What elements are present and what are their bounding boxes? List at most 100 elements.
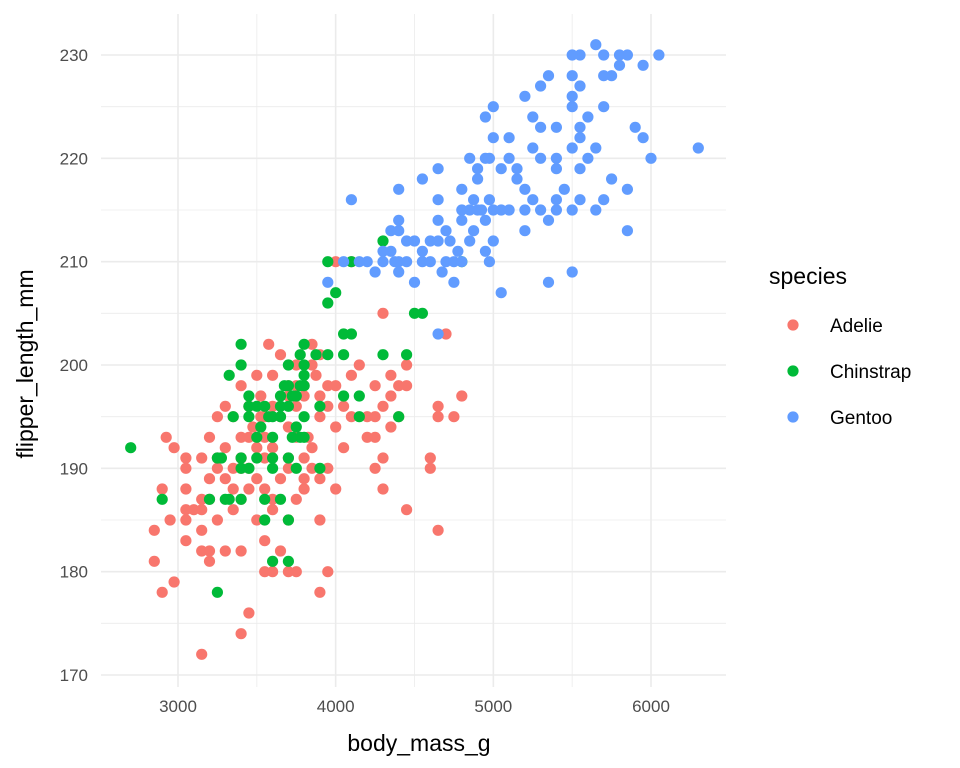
data-point [196, 648, 208, 660]
minor-gridlines [101, 14, 726, 687]
data-point [574, 80, 586, 92]
data-point [574, 194, 586, 206]
data-point [377, 256, 389, 268]
data-point [278, 380, 290, 392]
data-point [464, 235, 476, 247]
data-point [267, 504, 279, 516]
data-point [479, 111, 491, 123]
data-point [274, 493, 287, 505]
data-point [235, 338, 247, 350]
data-point [322, 400, 334, 412]
data-point [456, 214, 468, 226]
data-point [259, 400, 271, 412]
data-point [468, 194, 480, 206]
data-point [408, 276, 421, 288]
data-point [298, 452, 310, 464]
data-point [353, 411, 365, 423]
data-point [294, 349, 306, 361]
data-point [223, 493, 235, 505]
data-point [448, 411, 460, 423]
data-point [243, 462, 255, 474]
data-point [196, 504, 208, 516]
data-point [487, 101, 499, 113]
data-point [180, 462, 192, 474]
data-point [188, 504, 200, 516]
data-point [487, 132, 499, 144]
data-point [511, 163, 523, 175]
data-point [290, 462, 302, 474]
data-point [274, 400, 287, 412]
data-point [290, 359, 302, 371]
data-point [377, 235, 389, 247]
data-point [274, 411, 287, 423]
data-point [219, 400, 231, 412]
data-point [527, 142, 539, 154]
data-point [251, 452, 263, 464]
data-point [574, 132, 586, 144]
data-point [298, 483, 310, 495]
data-point [456, 204, 468, 216]
data-point [456, 183, 468, 195]
data-point [487, 204, 499, 216]
data-point [298, 390, 310, 402]
data-point [180, 514, 192, 526]
data-point [483, 152, 495, 164]
data-point [377, 483, 389, 495]
data-point [338, 442, 350, 454]
legend-item-adelie: Adelie [787, 316, 883, 337]
data-point [286, 431, 298, 443]
data-point [306, 442, 318, 454]
data-point [290, 493, 302, 505]
data-point [535, 121, 547, 133]
data-point [267, 566, 279, 578]
data-point [432, 328, 444, 340]
data-point [211, 462, 223, 474]
data-point [247, 421, 259, 433]
data-point [503, 204, 515, 216]
data-point [483, 194, 495, 206]
data-point [519, 90, 531, 102]
y-tick-label: 170 [60, 666, 88, 685]
data-point [310, 349, 322, 361]
data-point [330, 421, 342, 433]
data-point [527, 111, 539, 123]
y-tick-label: 200 [60, 356, 88, 375]
data-point [590, 39, 602, 51]
data-point [416, 307, 428, 319]
data-point [219, 545, 231, 557]
data-point [550, 152, 563, 164]
data-point [606, 70, 618, 82]
data-point [255, 411, 267, 423]
data-point [298, 411, 310, 423]
data-point [267, 442, 279, 454]
data-point [385, 245, 397, 257]
data-point [274, 390, 287, 402]
data-point [401, 235, 413, 247]
data-point [203, 555, 216, 567]
data-points [125, 39, 704, 660]
data-point [160, 431, 172, 443]
data-point [566, 70, 578, 82]
data-point [432, 194, 444, 206]
data-point [637, 132, 649, 144]
data-point [294, 380, 306, 392]
legend-label: Gentoo [830, 408, 892, 429]
data-point [274, 349, 287, 361]
data-point [393, 214, 405, 226]
data-point [369, 411, 381, 423]
data-point [495, 287, 507, 299]
data-point [653, 49, 665, 61]
data-point [401, 349, 413, 361]
data-point [393, 266, 405, 278]
data-point [361, 431, 373, 443]
data-point [259, 431, 271, 443]
data-point [251, 514, 263, 526]
data-point [432, 400, 444, 412]
data-point [330, 256, 342, 268]
data-point [259, 535, 271, 547]
data-point [314, 473, 326, 485]
data-point [322, 462, 334, 474]
data-point [235, 493, 247, 505]
data-point [393, 380, 405, 392]
data-point [259, 493, 271, 505]
